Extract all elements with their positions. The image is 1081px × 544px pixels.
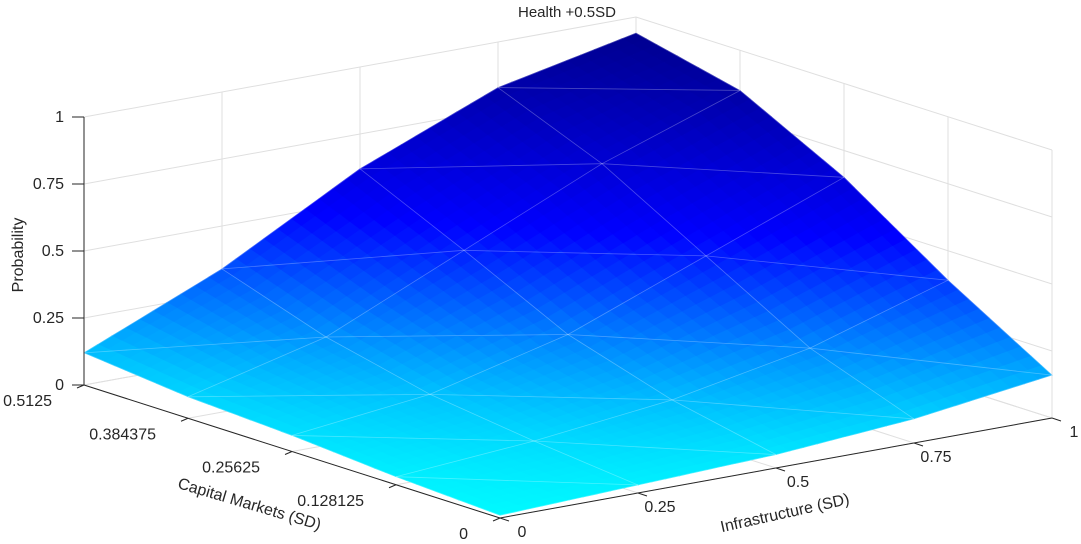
y-tick-label-3: 0.384375 [89,426,156,443]
z-tick-label-0: 0 [55,377,64,394]
mesh-diagonal-3-2 [601,163,845,178]
y-tick-mark-3 [180,417,189,422]
x-axis-label: Infrastructure (SD) [719,491,851,536]
x-tick-label-0: 0 [518,524,527,541]
y-tick-mark-1 [388,484,397,489]
x-tick-mark-3 [913,442,924,447]
mesh-line-x-4 [635,32,1053,376]
x-tick-mark-1 [637,492,648,497]
mesh-layer [83,32,1053,516]
grid-line-z-4 [83,16,1053,151]
mesh-line-x-2 [359,168,777,455]
mesh-diagonal-0-0 [395,476,639,486]
mesh-diagonal-0-2 [187,393,431,398]
z-tick-label-4: 1 [55,109,64,126]
mesh-diagonal-3-0 [809,347,1053,376]
surface-cell-0-3 [83,268,327,398]
mesh-line-y-2 [291,176,845,436]
surface-cell-0-2 [187,336,431,436]
surface-cell-0-0 [395,440,639,516]
surface-cell-1-3 [221,168,465,338]
surface-cell-2-1 [567,255,811,401]
mesh-diagonal-2-3 [359,163,603,170]
surface-cell-2-3 [359,87,603,251]
mesh-line-y-4 [83,32,637,354]
mesh-diagonal-2-1 [567,334,811,349]
mesh-line-x-0 [83,352,501,516]
surface-cell-3-3 [497,32,741,165]
surface-layer [83,32,1053,516]
surface-cell-1-1 [429,334,673,442]
mesh-line-y-0 [499,374,1053,516]
mesh-line-y-3 [187,90,741,398]
y-tick-label-2: 0.25625 [202,460,260,477]
y-tick-label-1: 0.128125 [297,493,364,510]
y-tick-mark-0 [492,517,501,522]
chart-title: Health +0.5SD [518,4,616,21]
mesh-diagonal-2-2 [463,249,707,257]
x-tick-label-4: 1 [1070,424,1079,441]
tick-layer: 0 0.25 0.5 0.75 1 0 0.128125 0.25625 0.384375 0.5… [3,109,1078,543]
z-tick-label-3: 0.75 [33,176,64,193]
x-tick-label-2: 0.5 [787,474,809,491]
x-tick-mark-4 [1051,417,1062,422]
x-tick-mark-0 [499,517,510,522]
y-tick-label-0: 0 [459,526,468,543]
mesh-diagonal-2-0 [671,399,915,420]
z-tick-label-2: 0.5 [42,243,64,260]
surface-cell-2-0 [671,347,915,455]
y-tick-mark-4 [76,384,85,389]
mesh-diagonal-1-0 [533,440,777,455]
mesh-diagonal-3-1 [705,255,949,281]
mesh-diagonal-1-3 [221,249,465,270]
surface-cell-1-0 [533,399,777,486]
mesh-line-x-3 [497,87,915,420]
mesh-diagonal-0-1 [291,435,535,442]
x-tick-mark-2 [775,467,786,472]
mesh-diagonal-0-3 [83,336,327,354]
x-tick-label-3: 0.75 [920,449,951,466]
z-tick-label-1: 0.25 [33,310,64,327]
y-tick-label-4: 0.5125 [3,393,52,410]
z-axis-label: Probability [10,218,27,293]
mesh-diagonal-1-2 [325,334,569,338]
mesh-line-x-1 [221,268,639,486]
mesh-line-y-1 [395,279,949,478]
mesh-diagonal-3-3 [497,87,741,91]
x-tick-label-1: 0.25 [644,499,675,516]
mesh-diagonal-1-1 [429,393,673,401]
y-tick-mark-2 [284,451,293,455]
